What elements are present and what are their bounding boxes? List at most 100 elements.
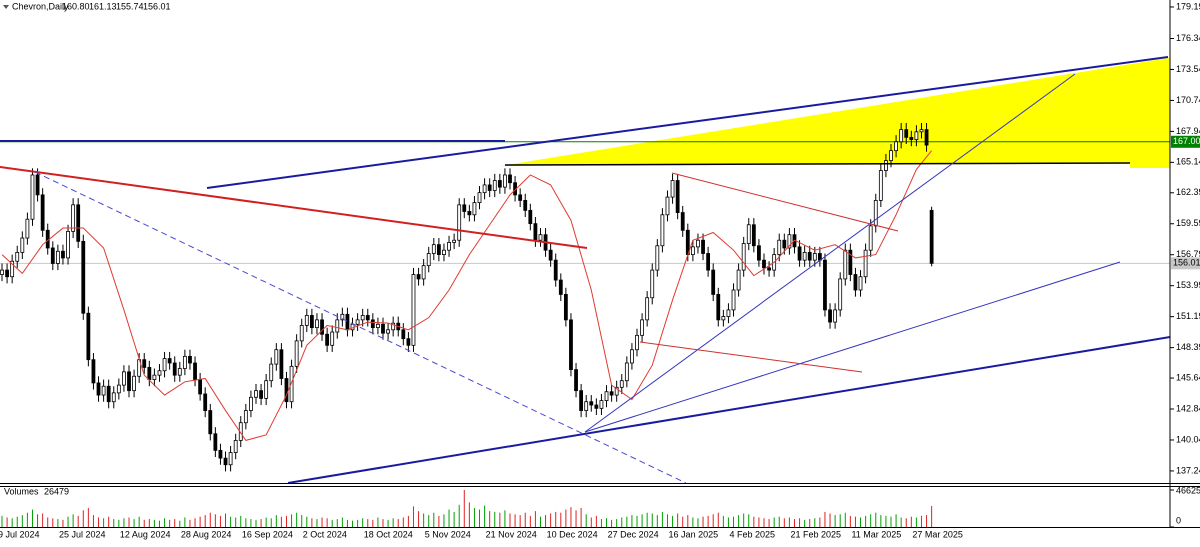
x-tick-label: 10 Dec 2024: [547, 529, 598, 539]
level-label: 156.01: [1173, 258, 1200, 268]
candle-body: [833, 309, 838, 323]
ma-line: [1, 150, 933, 441]
zone-fill: [500, 58, 1170, 168]
candle-body: [828, 309, 832, 323]
trend-line: [504, 162, 1131, 166]
candle-body: [538, 234, 543, 241]
candle-body: [741, 243, 746, 271]
candle-body: [147, 367, 152, 380]
candle-body: [345, 313, 350, 331]
candle-body: [838, 278, 843, 311]
candle-body: [61, 250, 65, 259]
candle-body: [711, 269, 716, 295]
candle-body: [584, 401, 589, 411]
candle-body: [665, 196, 670, 216]
y-tick-label: 148.39: [1176, 342, 1200, 352]
candle-body: [696, 239, 700, 248]
candle-body: [614, 386, 619, 396]
candle-body: [381, 323, 385, 334]
candle-body: [889, 150, 893, 161]
candle-body: [0, 269, 4, 275]
candle-body: [909, 136, 914, 140]
y-tick-label: 140.04: [1176, 434, 1200, 444]
candle-body: [579, 390, 584, 411]
candle-body: [86, 312, 91, 361]
candle-body: [762, 259, 766, 269]
candle-body: [198, 379, 203, 395]
level-label-box: [1171, 135, 1200, 148]
candle-body: [259, 390, 263, 399]
header-arrow: [3, 5, 9, 9]
y-tick-label: 137.24: [1176, 465, 1200, 475]
candle-body: [878, 170, 883, 201]
candle-body: [370, 319, 375, 329]
volume-title: Volumes: [4, 486, 39, 496]
candle-body: [304, 315, 309, 326]
candle-body: [30, 174, 35, 220]
candle-body: [391, 322, 396, 331]
candle-body: [528, 209, 533, 225]
candle-body: [508, 174, 512, 184]
ohlc-low: 155.74: [116, 1, 144, 11]
candle-body: [660, 214, 665, 247]
candle-body: [81, 240, 86, 314]
x-tick-label: 18 Oct 2024: [364, 529, 413, 539]
candle-body: [716, 294, 721, 321]
x-tick-label: 12 Aug 2024: [120, 529, 171, 539]
candle-body: [706, 253, 711, 271]
candle-body: [76, 204, 81, 242]
candle-body: [330, 331, 335, 346]
candle-body: [20, 237, 25, 253]
candle-body: [721, 316, 726, 321]
candle-body: [604, 391, 609, 402]
candle-body: [142, 359, 147, 368]
candle-body: [386, 329, 390, 334]
x-tick-label: 21 Feb 2025: [790, 529, 841, 539]
candle-body: [533, 223, 538, 241]
candle-body: [279, 349, 284, 379]
trend-line: [671, 172, 899, 232]
candle-body: [213, 433, 218, 451]
candle-body: [223, 457, 228, 466]
candle-body: [152, 374, 157, 380]
y-tick-label: 145.64: [1176, 372, 1200, 382]
candle-body: [401, 329, 406, 340]
trend-line: [206, 56, 1169, 189]
trend-line: [0, 166, 588, 249]
candle-body: [675, 180, 680, 213]
candle-body: [457, 204, 462, 241]
trend-line: [34, 171, 687, 483]
trend-line: [584, 73, 1076, 433]
candle-body: [421, 265, 426, 280]
candle-body: [701, 239, 705, 254]
candle-body: [467, 211, 472, 216]
candle-body: [503, 174, 507, 188]
candle-body: [193, 362, 197, 380]
candle-body: [299, 324, 304, 342]
candle-body: [132, 375, 136, 392]
candle-body: [365, 315, 370, 321]
candle-body: [767, 267, 771, 271]
candle-body: [122, 371, 126, 386]
candle-body: [315, 319, 319, 329]
candle-body: [35, 174, 40, 196]
candle-body: [269, 363, 274, 382]
candle-body: [782, 239, 787, 249]
drawings: [0, 56, 1170, 483]
x-tick-label: 16 Jan 2025: [669, 529, 719, 539]
x-tick-label: 25 Jul 2024: [59, 529, 106, 539]
candle-body: [624, 362, 629, 382]
x-tick-label: 21 Nov 2024: [486, 529, 537, 539]
candle-body: [91, 359, 96, 384]
trend-line: [287, 336, 1170, 483]
candle-body: [15, 251, 20, 262]
candle-body: [853, 274, 858, 291]
y-tick-label: 170.74: [1176, 95, 1200, 105]
candle-body: [894, 141, 898, 152]
candle-body: [497, 180, 502, 188]
candle-body: [569, 319, 573, 371]
ohlc-close: 156.01: [143, 1, 171, 11]
candle-body: [904, 129, 909, 138]
